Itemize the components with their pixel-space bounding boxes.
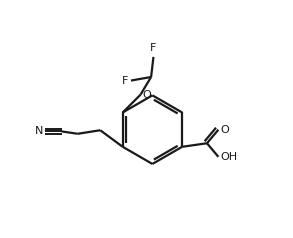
Text: F: F xyxy=(122,75,129,85)
Text: OH: OH xyxy=(221,152,238,162)
Text: N: N xyxy=(35,126,43,136)
Text: F: F xyxy=(150,43,157,53)
Text: O: O xyxy=(143,90,151,100)
Text: O: O xyxy=(221,125,229,135)
